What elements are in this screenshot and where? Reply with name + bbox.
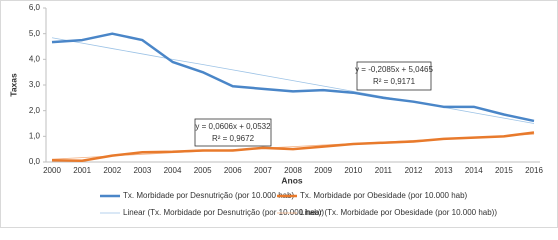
x-tick-label: 2011 [375, 166, 393, 175]
x-tick-label: 2003 [133, 166, 151, 175]
x-tick-label: 2015 [495, 166, 513, 175]
x-tick-label: 2005 [194, 166, 212, 175]
x-tick-label: 2008 [284, 166, 302, 175]
x-tick-label: 2000 [43, 166, 61, 175]
series-line [51, 37, 535, 124]
x-tick-label: 2004 [164, 166, 182, 175]
series-line [51, 32, 535, 123]
y-tick-label: 6,0 [29, 3, 41, 12]
x-tick-label: 2016 [525, 166, 543, 175]
legend-label: Tx. Morbidade por Desnutrição (por 10.00… [123, 191, 295, 200]
annotation: R² = 0,9672 [212, 134, 255, 143]
y-tick-label: 3,0 [29, 80, 41, 89]
x-tick-label: 2009 [314, 166, 332, 175]
legend-label: Linear (Tx. Morbidade por Desnutrição (p… [123, 208, 324, 217]
legend-label: Tx. Morbidade por Obesidade (por 10.000 … [300, 191, 468, 200]
legend-label: Linear (Tx. Morbidade por Obesidade (por… [300, 208, 497, 217]
chart: Taxas Anos y = -0,2085x + 5,0465 R² = 0,… [0, 0, 558, 228]
annotation-box [194, 118, 272, 147]
x-axis-title: Anos [281, 175, 303, 185]
y-tick-label: 4,0 [29, 54, 41, 63]
annotation: y = 0,0606x + 0,0532 [195, 122, 271, 131]
y-axis-title: Taxas [8, 73, 18, 97]
x-tick-label: 2006 [224, 166, 242, 175]
y-tick-label: 1,0 [29, 131, 41, 140]
x-tick-label: 2010 [344, 166, 362, 175]
annotation: R² = 0,9171 [373, 77, 416, 86]
x-tick-label: 2001 [73, 166, 91, 175]
x-tick-label: 2002 [103, 166, 121, 175]
x-tick-label: 2012 [405, 166, 423, 175]
series-line [51, 131, 535, 162]
annotation-box [356, 61, 432, 91]
x-tick-label: 2014 [465, 166, 483, 175]
y-tick-label: 0,0 [29, 157, 41, 166]
x-tick-label: 2007 [254, 166, 272, 175]
annotation: y = -0,2085x + 5,0465 [355, 65, 433, 74]
y-tick-label: 5,0 [29, 29, 41, 38]
y-tick-label: 2,0 [29, 106, 41, 115]
x-tick-label: 2013 [435, 166, 453, 175]
